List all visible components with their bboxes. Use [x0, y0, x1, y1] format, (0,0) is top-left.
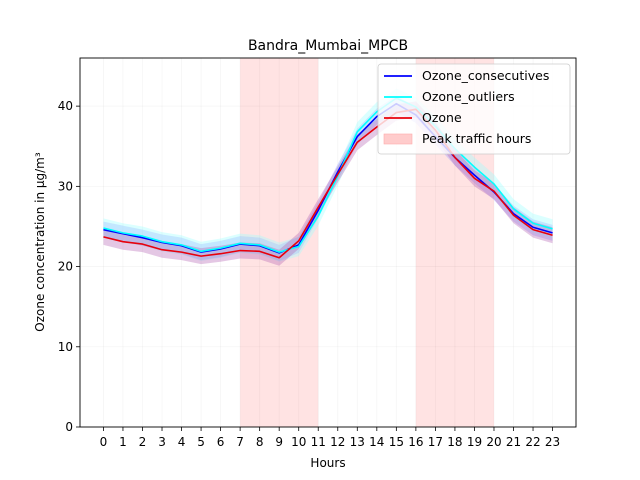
legend-label-3: Peak traffic hours	[422, 131, 531, 146]
series-line-1	[103, 97, 553, 253]
x-tick-label-5: 5	[197, 435, 205, 449]
x-tick-label-0: 0	[100, 435, 108, 449]
x-tick-label-10: 10	[291, 435, 306, 449]
legend-patch-3	[383, 133, 413, 145]
chart-title: Bandra_Mumbai_MPCB	[248, 38, 408, 54]
x-tick-label-7: 7	[236, 435, 244, 449]
series-line-2	[103, 108, 553, 259]
x-tick-label-11: 11	[311, 435, 326, 449]
legend-label-2: Ozone	[422, 110, 462, 125]
x-tick-label-9: 9	[275, 435, 283, 449]
x-tick-label-20: 20	[486, 435, 501, 449]
x-tick-label-23: 23	[545, 435, 560, 449]
y-tick-label-2: 20	[58, 260, 73, 274]
x-tick-label-14: 14	[369, 435, 384, 449]
x-tick-label-18: 18	[447, 435, 462, 449]
peak-traffic-span-0	[240, 58, 319, 427]
x-tick-label-2: 2	[139, 435, 147, 449]
axes-frame	[79, 57, 577, 428]
y-tick-label-0: 0	[65, 420, 73, 434]
x-tick-label-21: 21	[506, 435, 521, 449]
x-tick-label-6: 6	[217, 435, 225, 449]
legend-label-1: Ozone_outliers	[422, 89, 515, 104]
y-tick-label-1: 10	[58, 340, 73, 354]
x-axis-label: Hours	[310, 456, 345, 470]
y-axis-label: Ozone concentration in µg/m³	[33, 152, 47, 332]
y-tick-label-4: 40	[58, 99, 73, 113]
x-tick-label-19: 19	[467, 435, 482, 449]
legend: Ozone_consecutives Ozone_outliers Ozone Pea…	[377, 63, 571, 155]
x-tick-label-3: 3	[158, 435, 166, 449]
x-tick-label-17: 17	[428, 435, 443, 449]
x-tick-label-15: 15	[389, 435, 404, 449]
x-tick-label-22: 22	[525, 435, 540, 449]
y-tick-label-3: 30	[58, 179, 73, 193]
legend-label-0: Ozone_consecutives	[422, 68, 549, 83]
x-tick-label-12: 12	[330, 435, 345, 449]
x-tick-label-8: 8	[256, 435, 264, 449]
x-tick-label-13: 13	[350, 435, 365, 449]
legend-box	[377, 63, 571, 155]
x-tick-label-1: 1	[119, 435, 127, 449]
x-tick-label-16: 16	[408, 435, 423, 449]
x-tick-label-4: 4	[178, 435, 186, 449]
